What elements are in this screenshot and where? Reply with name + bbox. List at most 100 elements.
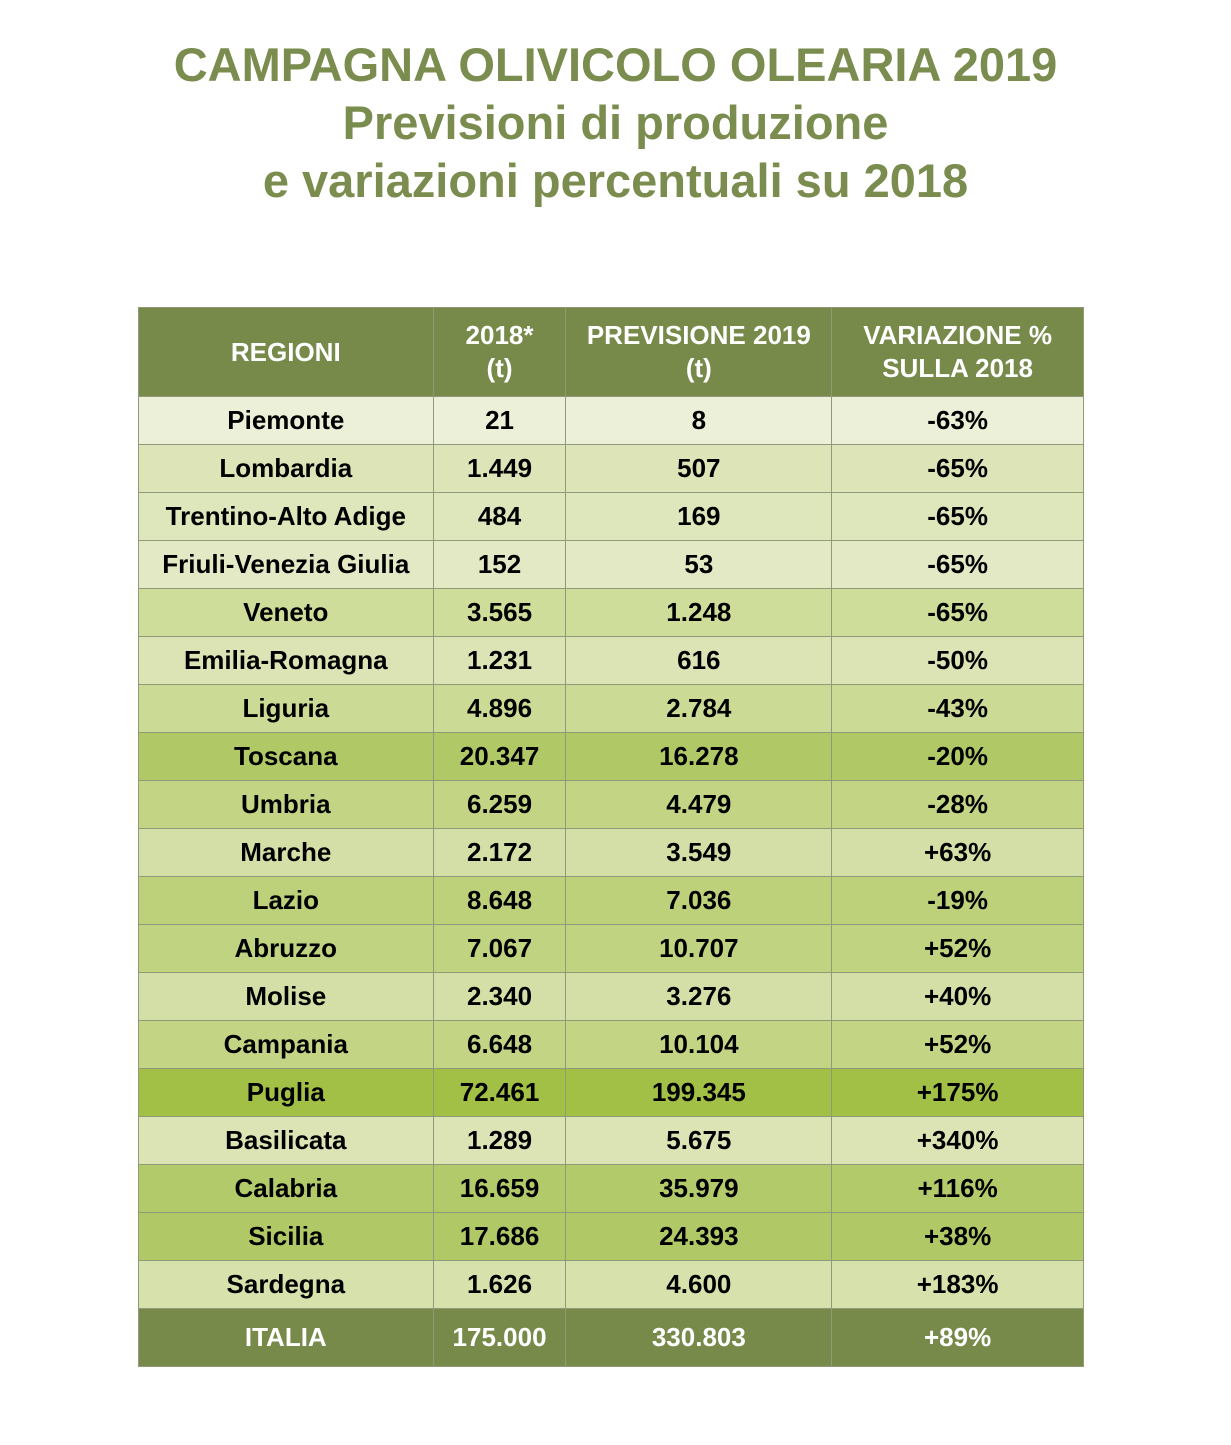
- variation-cell: +40%: [831, 972, 1084, 1021]
- region-cell: Lazio: [138, 876, 434, 925]
- total-row: ITALIA 175.000 330.803 +89%: [138, 1308, 1084, 1367]
- value-2018-cell: 4.896: [432, 684, 567, 733]
- variation-cell: +52%: [831, 924, 1084, 973]
- value-2018-cell: 1.626: [432, 1260, 567, 1309]
- value-2018-cell: 72.461: [432, 1068, 567, 1117]
- value-2019-cell: 24.393: [565, 1212, 833, 1261]
- table-row: Lazio 8.648 7.036 -19%: [138, 876, 1084, 925]
- variation-cell: -65%: [831, 540, 1084, 589]
- table-row: Basilicata 1.289 5.675 +340%: [138, 1116, 1084, 1165]
- variation-cell: +116%: [831, 1164, 1084, 1213]
- table-row: Friuli-Venezia Giulia 152 53 -65%: [138, 540, 1084, 589]
- header-variazione: VARIAZIONE % SULLA 2018: [831, 307, 1084, 397]
- value-2018-cell: 2.340: [432, 972, 567, 1021]
- variation-cell: +38%: [831, 1212, 1084, 1261]
- value-2019-cell: 1.248: [565, 588, 833, 637]
- variation-cell: -50%: [831, 636, 1084, 685]
- value-2018-cell: 6.648: [432, 1020, 567, 1069]
- value-2019-cell: 507: [565, 444, 833, 493]
- table-row: Sicilia 17.686 24.393 +38%: [138, 1212, 1084, 1261]
- region-cell: Puglia: [138, 1068, 434, 1117]
- region-cell: Molise: [138, 972, 434, 1021]
- table-row: Marche 2.172 3.549 +63%: [138, 828, 1084, 877]
- region-cell: Liguria: [138, 684, 434, 733]
- region-cell: Emilia-Romagna: [138, 636, 434, 685]
- value-2019-cell: 53: [565, 540, 833, 589]
- total-region: ITALIA: [138, 1308, 434, 1367]
- region-cell: Sardegna: [138, 1260, 434, 1309]
- value-2019-cell: 4.479: [565, 780, 833, 829]
- table-row: Emilia-Romagna 1.231 616 -50%: [138, 636, 1084, 685]
- table-row: Veneto 3.565 1.248 -65%: [138, 588, 1084, 637]
- variation-cell: -65%: [831, 444, 1084, 493]
- region-cell: Marche: [138, 828, 434, 877]
- variation-cell: -19%: [831, 876, 1084, 925]
- variation-cell: +52%: [831, 1020, 1084, 1069]
- variation-cell: -65%: [831, 492, 1084, 541]
- value-2019-cell: 10.707: [565, 924, 833, 973]
- value-2018-cell: 21: [432, 396, 567, 445]
- value-2018-cell: 16.659: [432, 1164, 567, 1213]
- region-cell: Sicilia: [138, 1212, 434, 1261]
- variation-cell: +63%: [831, 828, 1084, 877]
- value-2018-cell: 8.648: [432, 876, 567, 925]
- table-row: Puglia 72.461 199.345 +175%: [138, 1068, 1084, 1117]
- value-2018-cell: 1.231: [432, 636, 567, 685]
- value-2019-cell: 4.600: [565, 1260, 833, 1309]
- value-2019-cell: 16.278: [565, 732, 833, 781]
- table-row: Molise 2.340 3.276 +40%: [138, 972, 1084, 1021]
- region-cell: Friuli-Venezia Giulia: [138, 540, 434, 589]
- value-2019-cell: 3.276: [565, 972, 833, 1021]
- value-2018-cell: 17.686: [432, 1212, 567, 1261]
- value-2019-cell: 8: [565, 396, 833, 445]
- table-row: Toscana 20.347 16.278 -20%: [138, 732, 1084, 781]
- value-2019-cell: 199.345: [565, 1068, 833, 1117]
- value-2019-cell: 2.784: [565, 684, 833, 733]
- value-2018-cell: 20.347: [432, 732, 567, 781]
- table-row: Campania 6.648 10.104 +52%: [138, 1020, 1084, 1069]
- region-cell: Umbria: [138, 780, 434, 829]
- page-title: CAMPAGNA OLIVICOLO OLEARIA 2019 Previsio…: [0, 36, 1231, 210]
- variation-cell: -28%: [831, 780, 1084, 829]
- region-cell: Toscana: [138, 732, 434, 781]
- value-2018-cell: 1.289: [432, 1116, 567, 1165]
- value-2019-cell: 169: [565, 492, 833, 541]
- table-row: Lombardia 1.449 507 -65%: [138, 444, 1084, 493]
- value-2019-cell: 5.675: [565, 1116, 833, 1165]
- variation-cell: -65%: [831, 588, 1084, 637]
- value-2019-cell: 35.979: [565, 1164, 833, 1213]
- total-variation: +89%: [831, 1308, 1084, 1367]
- value-2019-cell: 10.104: [565, 1020, 833, 1069]
- region-cell: Abruzzo: [138, 924, 434, 973]
- total-2018: 175.000: [432, 1308, 567, 1367]
- variation-cell: +183%: [831, 1260, 1084, 1309]
- value-2018-cell: 152: [432, 540, 567, 589]
- table-row: Trentino-Alto Adige 484 169 -65%: [138, 492, 1084, 541]
- value-2019-cell: 616: [565, 636, 833, 685]
- region-cell: Calabria: [138, 1164, 434, 1213]
- title-line-1: CAMPAGNA OLIVICOLO OLEARIA 2019: [173, 38, 1058, 91]
- table-row: Abruzzo 7.067 10.707 +52%: [138, 924, 1084, 973]
- region-cell: Trentino-Alto Adige: [138, 492, 434, 541]
- title-line-2: Previsioni di produzione: [342, 96, 889, 149]
- header-2019: PREVISIONE 2019 (t): [565, 307, 833, 397]
- region-cell: Lombardia: [138, 444, 434, 493]
- variation-cell: -20%: [831, 732, 1084, 781]
- value-2019-cell: 7.036: [565, 876, 833, 925]
- total-2019: 330.803: [565, 1308, 833, 1367]
- table-row: Piemonte 21 8 -63%: [138, 396, 1084, 445]
- variation-cell: -63%: [831, 396, 1084, 445]
- value-2018-cell: 1.449: [432, 444, 567, 493]
- region-cell: Basilicata: [138, 1116, 434, 1165]
- title-line-3: e variazioni percentuali su 2018: [262, 154, 969, 207]
- header-row: REGIONI 2018* (t) PREVISIONE 2019 (t) VARI…: [138, 307, 1084, 397]
- table-row: Sardegna 1.626 4.600 +183%: [138, 1260, 1084, 1309]
- variation-cell: +340%: [831, 1116, 1084, 1165]
- region-cell: Veneto: [138, 588, 434, 637]
- header-regioni: REGIONI: [138, 307, 434, 397]
- header-2018: 2018* (t): [432, 307, 567, 397]
- value-2019-cell: 3.549: [565, 828, 833, 877]
- variation-cell: -43%: [831, 684, 1084, 733]
- table-row: Calabria 16.659 35.979 +116%: [138, 1164, 1084, 1213]
- production-table: REGIONI 2018* (t) PREVISIONE 2019 (t) VARI…: [138, 307, 1084, 1367]
